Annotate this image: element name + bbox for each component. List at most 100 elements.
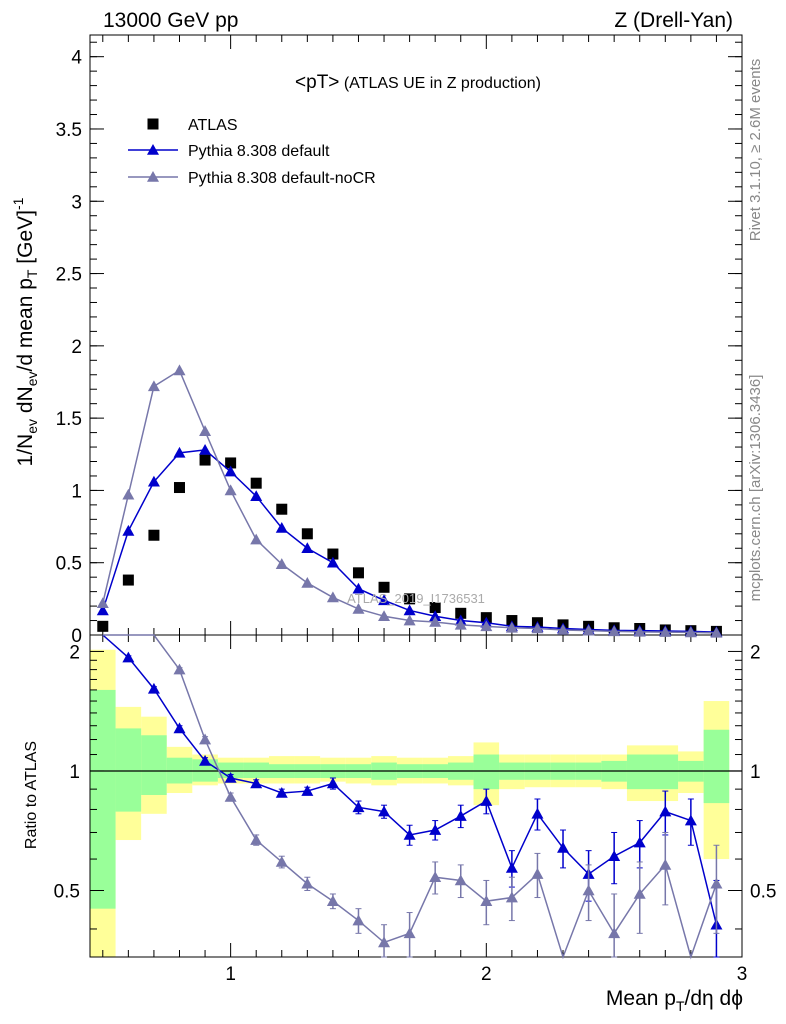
legend: ATLAS Pythia 8.308 default Pythia 8.308 de… xyxy=(128,117,376,187)
point-pythia-8-308-default xyxy=(378,594,391,606)
band-green-bin xyxy=(243,762,269,779)
point-atlas xyxy=(455,607,467,619)
ratio-point-pythia-8-308-default xyxy=(531,807,544,819)
point-pythia-8-308-default-nocr xyxy=(633,625,646,637)
ratio-point-pythia-8-308-default xyxy=(454,810,467,821)
ratio-y-axis-label: Ratio to ATLAS xyxy=(23,741,40,849)
plot-title-rest: (ATLAS UE in Z production) xyxy=(339,75,541,92)
ratio-tick-label: 2 xyxy=(69,642,80,663)
point-pythia-8-308-default-nocr xyxy=(250,533,263,545)
lower-series xyxy=(102,634,723,960)
point-atlas xyxy=(276,503,288,515)
y-tick-label: 2 xyxy=(71,337,82,358)
ratio-point-pythia-8-308-default xyxy=(326,777,339,789)
point-pythia-8-308-default-nocr xyxy=(608,625,621,637)
point-pythia-8-308-default xyxy=(352,582,365,594)
ratio-point-pythia-8-308-default xyxy=(250,777,263,789)
band-green-bin xyxy=(626,754,653,790)
ratio-point-pythia-8-308-default xyxy=(352,801,365,813)
ratio-point-pythia-8-308-default-nocr xyxy=(633,887,646,899)
ratio-point-pythia-8-308-default xyxy=(301,785,314,796)
ratio-point-pythia-8-308-default xyxy=(505,861,518,873)
point-pythia-8-308-default-nocr xyxy=(454,618,467,630)
point-atlas xyxy=(148,529,160,541)
ratio-point-pythia-8-308-default-nocr xyxy=(480,895,493,906)
band-green-bin xyxy=(473,754,500,790)
ratio-point-pythia-8-308-default-nocr xyxy=(326,895,339,906)
point-pythia-8-308-default xyxy=(173,446,186,458)
point-atlas xyxy=(352,567,364,579)
point-pythia-8-308-default-nocr xyxy=(275,558,288,569)
point-pythia-8-308-default-nocr xyxy=(326,591,339,603)
point-pythia-8-308-default xyxy=(250,490,263,502)
point-pythia-8-308-default-nocr xyxy=(659,626,672,637)
point-atlas xyxy=(97,620,109,632)
ratio-tick-label-right: 0.5 xyxy=(750,881,776,902)
y-tick-label: 0.5 xyxy=(56,554,82,575)
ratio-point-pythia-8-308-default xyxy=(608,850,621,862)
ratio-point-pythia-8-308-default xyxy=(147,682,160,694)
y-tick-label: 1 xyxy=(71,481,82,502)
rivet-label: Rivet 3.1.10, ≥ 2.6M events xyxy=(747,59,764,242)
point-pythia-8-308-default-nocr xyxy=(531,622,544,634)
ratio-point-pythia-8-308-default-nocr xyxy=(352,914,365,926)
ratio-tick-label: 1 xyxy=(69,762,80,783)
point-pythia-8-308-default-nocr xyxy=(684,626,697,638)
ratio-point-pythia-8-308-default-nocr xyxy=(224,790,237,802)
ratio-point-pythia-8-308-default-nocr xyxy=(454,874,467,886)
ratio-line-pythia-8-308-default-nocr xyxy=(102,634,718,960)
ratio-tick-label: 0.5 xyxy=(54,881,80,902)
point-pythia-8-308-default-nocr xyxy=(352,602,365,614)
point-atlas xyxy=(378,581,390,593)
header-right: Z (Drell-Yan) xyxy=(614,9,733,32)
point-pythia-8-308-default-nocr xyxy=(122,488,135,500)
upper-axes: 0 0.5 1 1.5 2 2.5 3 3.5 4 xyxy=(56,34,743,647)
lower-frame xyxy=(89,634,743,958)
band-green-bin xyxy=(115,728,142,812)
band-green-bin xyxy=(141,735,167,795)
mcplots-label: mcplots.cern.ch [arXiv:1306.3436] xyxy=(747,375,764,602)
ratio-point-pythia-8-308-default-nocr xyxy=(710,877,723,889)
lower-axes: 1 2 3 0.5 0.5 1 1 2 2 xyxy=(54,634,776,985)
ratio-point-pythia-8-308-default xyxy=(429,824,442,835)
point-pythia-8-308-default-nocr xyxy=(505,621,518,633)
point-atlas xyxy=(404,593,416,605)
ratio-point-pythia-8-308-default-nocr xyxy=(173,663,186,675)
point-pythia-8-308-default-nocr xyxy=(96,597,109,608)
header-left: 13000 GeV pp xyxy=(103,9,238,32)
point-pythia-8-308-default-nocr xyxy=(301,576,314,588)
y-tick-label: 3.5 xyxy=(56,120,82,141)
ratio-point-pythia-8-308-default xyxy=(173,722,186,734)
point-pythia-8-308-default-nocr xyxy=(173,364,186,376)
point-atlas xyxy=(225,457,237,469)
ratio-point-pythia-8-308-default-nocr xyxy=(505,891,518,903)
y-tick-label: 1.5 xyxy=(56,409,82,430)
point-pythia-8-308-default-nocr xyxy=(224,484,237,496)
band-green-bin xyxy=(652,754,679,790)
ratio-point-pythia-8-308-default xyxy=(557,841,570,853)
x-axis-label: Mean pT/dη dϕ xyxy=(606,987,743,1014)
point-atlas xyxy=(327,548,339,560)
ratio-point-pythia-8-308-default xyxy=(122,651,135,663)
ratio-point-pythia-8-308-default-nocr xyxy=(199,733,212,745)
legend-label-atlas: ATLAS xyxy=(188,117,238,134)
ratio-point-pythia-8-308-default xyxy=(403,828,416,840)
ratio-point-pythia-8-308-default xyxy=(275,787,288,798)
ratio-point-pythia-8-308-default-nocr xyxy=(429,871,442,883)
point-pythia-8-308-default-nocr xyxy=(199,425,212,436)
ratio-point-pythia-8-308-default-nocr xyxy=(582,884,595,896)
plot-title: <pT> (ATLAS UE in Z production) xyxy=(295,72,541,93)
point-atlas xyxy=(250,477,262,489)
point-pythia-8-308-default-nocr xyxy=(378,610,391,622)
x-tick-label: 1 xyxy=(225,964,236,985)
ratio-point-pythia-8-308-default xyxy=(659,805,672,817)
ratio-point-pythia-8-308-default xyxy=(224,772,237,783)
point-atlas xyxy=(429,602,441,614)
point-atlas xyxy=(301,528,313,540)
band-green-bin xyxy=(703,729,730,804)
y-tick-label: 0 xyxy=(71,626,82,647)
ratio-point-pythia-8-308-default-nocr xyxy=(250,834,263,845)
ratio-point-pythia-8-308-default xyxy=(633,836,646,848)
point-pythia-8-308-default xyxy=(403,604,416,616)
